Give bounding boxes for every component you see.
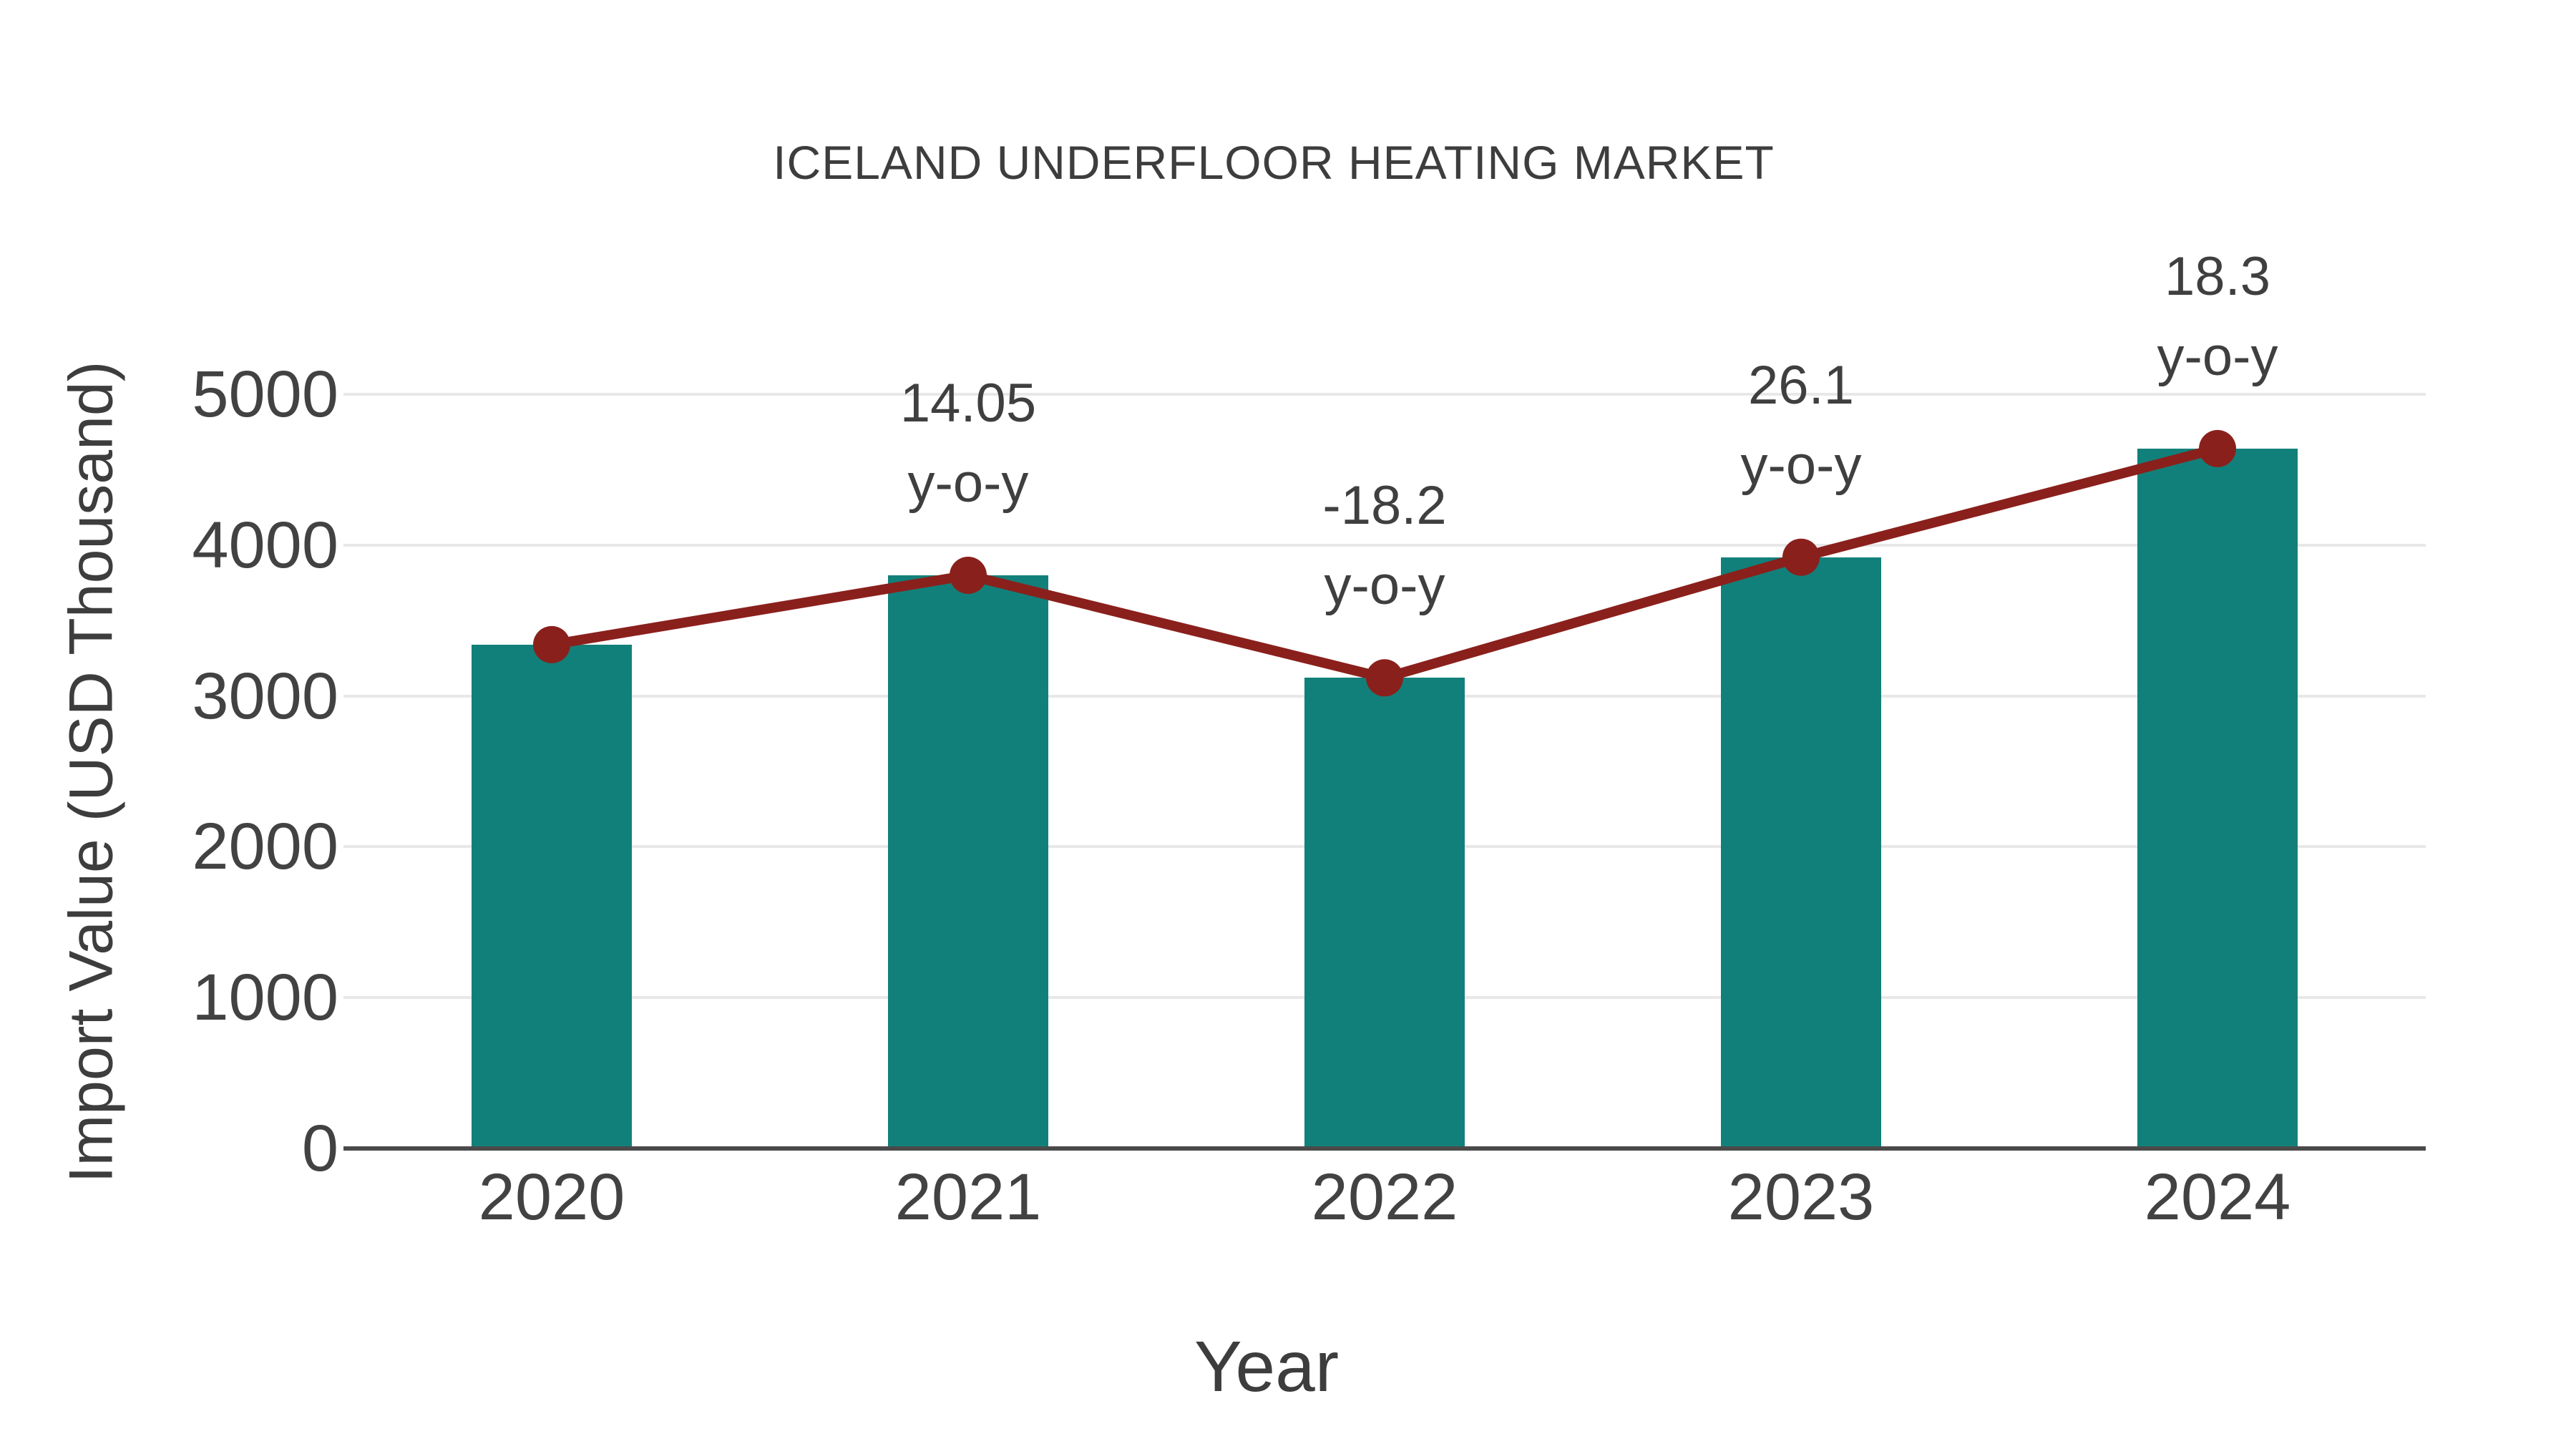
x-tick-label-2024: 2024 [2144, 1161, 2291, 1234]
y-axis-title: Import Value (USD Thousand) [57, 361, 126, 1184]
yoy-annotation-2022: -18.2 y-o-y [1322, 475, 1447, 616]
y-tick-label: 2000 [192, 810, 338, 883]
bar-2021[interactable] [888, 575, 1048, 1148]
x-tick-label-2023: 2023 [1727, 1161, 1875, 1234]
x-tick-label-2021: 2021 [894, 1161, 1042, 1234]
bar-2023[interactable] [1721, 557, 1881, 1148]
y-tick-label: 3000 [192, 660, 338, 733]
bar-2022[interactable] [1304, 678, 1465, 1148]
x-axis-line [343, 1146, 2426, 1151]
y-tick-label: 4000 [192, 509, 338, 582]
chart-title: ICELAND UNDERFLOOR HEATING MARKET [773, 136, 1775, 189]
x-axis-title: Year [1194, 1327, 1340, 1407]
yoy-annotation-2023: 26.1 y-o-y [1740, 355, 1862, 496]
bar-2024[interactable] [2137, 449, 2298, 1148]
yoy-annotation-2021: 14.05 y-o-y [899, 373, 1037, 514]
bar-2020[interactable] [472, 645, 632, 1148]
y-tick-label: 5000 [192, 358, 338, 431]
y-tick-label: 0 [301, 1112, 338, 1185]
x-tick-label-2022: 2022 [1311, 1161, 1458, 1234]
yoy-annotation-2024: 18.3 y-o-y [2157, 246, 2278, 387]
x-tick-label-2020: 2020 [478, 1161, 625, 1234]
y-tick-label: 1000 [192, 961, 338, 1034]
gridline [343, 393, 2426, 396]
